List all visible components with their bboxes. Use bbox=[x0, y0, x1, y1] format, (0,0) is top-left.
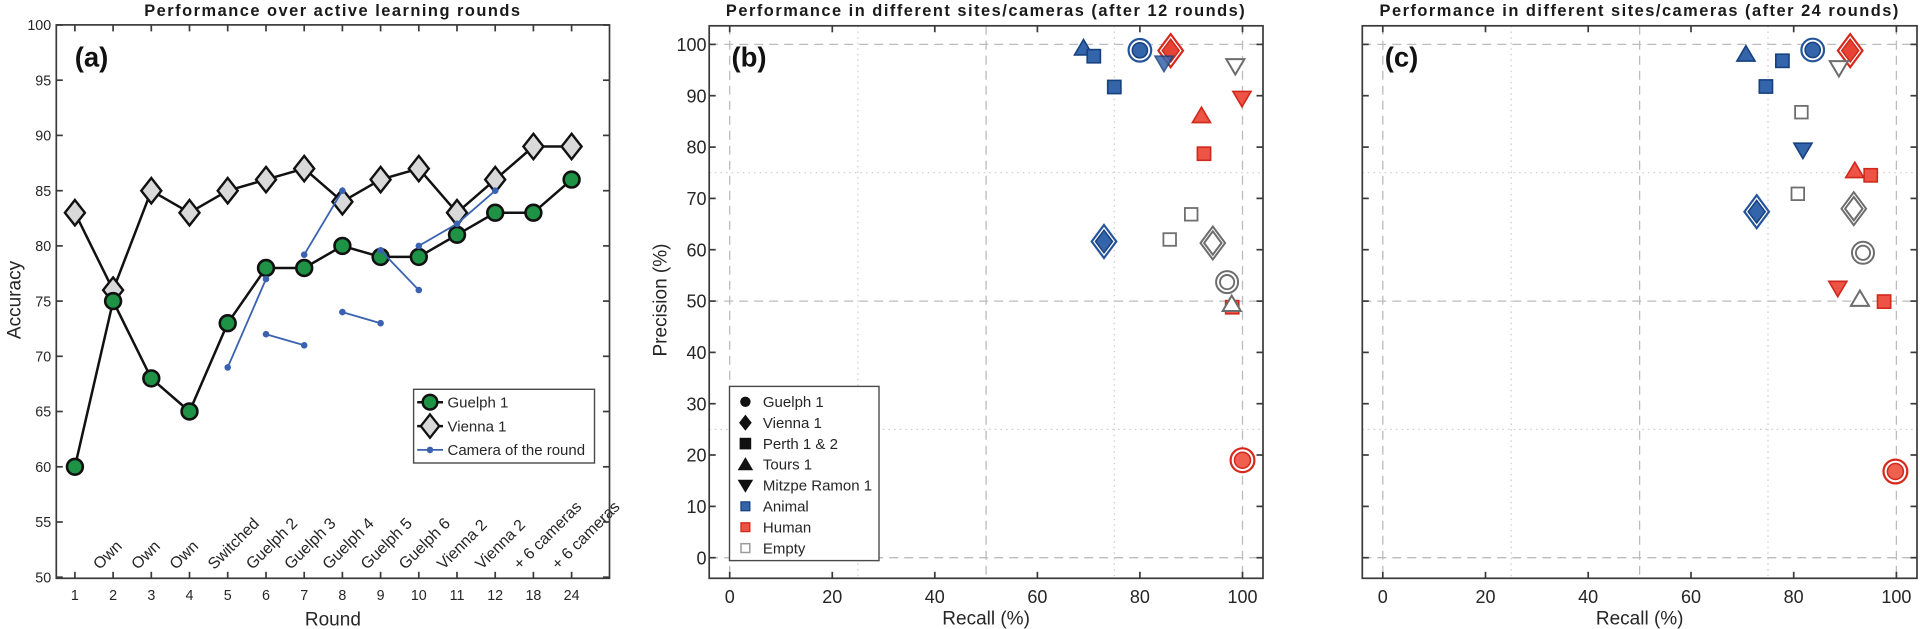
svg-text:Round: Round bbox=[305, 610, 361, 629]
svg-text:Animal: Animal bbox=[763, 499, 809, 516]
svg-text:60: 60 bbox=[1681, 587, 1701, 607]
svg-text:20: 20 bbox=[1475, 587, 1495, 607]
svg-text:95: 95 bbox=[35, 73, 51, 89]
svg-text:Empty: Empty bbox=[763, 540, 806, 557]
svg-text:40: 40 bbox=[925, 587, 945, 607]
svg-text:5: 5 bbox=[224, 588, 232, 604]
svg-text:10: 10 bbox=[686, 497, 706, 517]
svg-text:90: 90 bbox=[686, 86, 706, 106]
svg-text:6: 6 bbox=[262, 588, 270, 604]
svg-text:0: 0 bbox=[696, 548, 706, 568]
svg-text:Perth 1 & 2: Perth 1 & 2 bbox=[763, 436, 838, 453]
svg-text:0: 0 bbox=[1378, 587, 1388, 607]
svg-text:Precision (%): Precision (%) bbox=[651, 244, 672, 357]
svg-text:Performance in different sites: Performance in different sites/cameras (… bbox=[1380, 2, 1900, 20]
svg-text:Performance in different sites: Performance in different sites/cameras (… bbox=[726, 2, 1246, 20]
svg-text:100: 100 bbox=[676, 35, 706, 55]
svg-text:100: 100 bbox=[1881, 587, 1911, 607]
svg-text:10: 10 bbox=[411, 588, 427, 604]
svg-text:12: 12 bbox=[487, 588, 503, 604]
svg-text:100: 100 bbox=[27, 18, 51, 34]
svg-text:(c): (c) bbox=[1385, 42, 1419, 73]
svg-text:Recall (%): Recall (%) bbox=[942, 609, 1030, 629]
svg-text:60: 60 bbox=[686, 240, 706, 260]
svg-text:30: 30 bbox=[686, 394, 706, 414]
svg-text:50: 50 bbox=[686, 292, 706, 312]
svg-text:75: 75 bbox=[35, 294, 51, 310]
svg-text:40: 40 bbox=[1578, 587, 1598, 607]
svg-text:60: 60 bbox=[1027, 587, 1047, 607]
svg-text:40: 40 bbox=[686, 343, 706, 363]
svg-text:Tours 1: Tours 1 bbox=[763, 457, 812, 474]
svg-text:1: 1 bbox=[71, 588, 79, 604]
svg-text:80: 80 bbox=[1784, 587, 1804, 607]
svg-text:20: 20 bbox=[686, 446, 706, 466]
svg-text:Human: Human bbox=[763, 519, 811, 536]
svg-text:65: 65 bbox=[35, 405, 51, 421]
svg-text:50: 50 bbox=[35, 570, 51, 586]
svg-text:80: 80 bbox=[1130, 587, 1150, 607]
svg-text:Performance over active learni: Performance over active learning rounds bbox=[144, 2, 521, 20]
svg-text:70: 70 bbox=[686, 189, 706, 209]
svg-text:55: 55 bbox=[35, 515, 51, 531]
svg-text:Vienna 1: Vienna 1 bbox=[763, 415, 822, 432]
svg-text:(a): (a) bbox=[75, 42, 109, 73]
svg-text:(b): (b) bbox=[731, 42, 766, 73]
svg-text:Recall (%): Recall (%) bbox=[1596, 609, 1684, 629]
svg-text:80: 80 bbox=[35, 239, 51, 255]
svg-text:Accuracy: Accuracy bbox=[5, 260, 26, 339]
svg-text:9: 9 bbox=[377, 588, 385, 604]
svg-text:18: 18 bbox=[525, 588, 541, 604]
svg-text:85: 85 bbox=[35, 184, 51, 200]
svg-text:Guelph 1: Guelph 1 bbox=[448, 394, 509, 411]
svg-text:80: 80 bbox=[686, 138, 706, 158]
svg-text:60: 60 bbox=[35, 460, 51, 476]
svg-text:24: 24 bbox=[564, 588, 580, 604]
svg-text:2: 2 bbox=[109, 588, 117, 604]
svg-text:3: 3 bbox=[147, 588, 155, 604]
svg-text:90: 90 bbox=[35, 129, 51, 145]
svg-text:4: 4 bbox=[186, 588, 194, 604]
svg-text:7: 7 bbox=[300, 588, 308, 604]
svg-text:0: 0 bbox=[725, 587, 735, 607]
svg-text:Camera of the round: Camera of the round bbox=[448, 442, 586, 459]
svg-text:8: 8 bbox=[338, 588, 346, 604]
svg-text:11: 11 bbox=[450, 588, 465, 604]
svg-text:Guelph 1: Guelph 1 bbox=[763, 394, 824, 411]
svg-text:70: 70 bbox=[35, 350, 51, 366]
svg-text:20: 20 bbox=[822, 587, 842, 607]
svg-text:100: 100 bbox=[1227, 587, 1257, 607]
svg-text:Vienna 1: Vienna 1 bbox=[448, 418, 507, 435]
svg-text:Mitzpe Ramon 1: Mitzpe Ramon 1 bbox=[763, 478, 872, 495]
